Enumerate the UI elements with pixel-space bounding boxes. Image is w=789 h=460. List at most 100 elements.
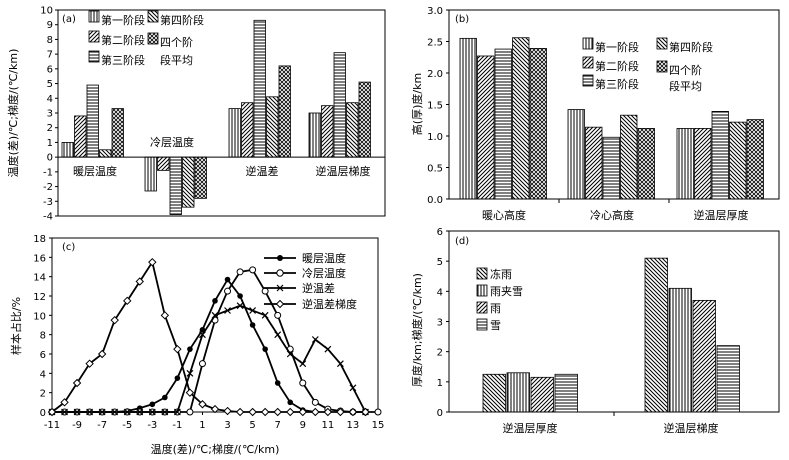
y-tick-label: 10 [40, 6, 53, 17]
point [274, 380, 281, 386]
x-tick-label: -9 [72, 420, 82, 431]
point [249, 307, 257, 314]
point [299, 379, 307, 387]
point [123, 296, 132, 306]
x-tick-label: -7 [97, 420, 107, 431]
point [236, 268, 244, 276]
point [136, 408, 144, 416]
y-tick-label: 12 [33, 292, 46, 303]
point [224, 276, 231, 283]
legend-marker [275, 299, 285, 309]
bar [477, 55, 495, 200]
y-tick-label: 3 [47, 109, 53, 120]
legend-swatch [88, 30, 100, 43]
y-axis-label: 温度(差)/℃;梯度/(℃/km) [6, 49, 20, 178]
point [286, 407, 295, 417]
point [148, 408, 156, 416]
legend-label: 雨 [490, 302, 501, 315]
point [185, 388, 195, 397]
bar [711, 111, 729, 200]
x-tick-label: 1 [199, 420, 205, 431]
x-tick-label: -1 [172, 420, 182, 431]
point [361, 407, 370, 417]
category-label: 逆温层厚度 [694, 208, 749, 222]
point [262, 346, 268, 352]
point [160, 311, 170, 320]
y-axis-label: 高(厚)度/km [410, 73, 424, 135]
series-line [52, 304, 367, 413]
point [212, 298, 218, 304]
point [186, 408, 194, 416]
y-tick-label: 6 [437, 227, 443, 238]
x-tick-label: 9 [300, 420, 306, 431]
y-tick-label: 0 [437, 408, 443, 419]
point [149, 401, 156, 408]
x-tick-label: -5 [122, 420, 132, 431]
y-tick-label: 2.5 [427, 38, 443, 49]
legend-label: 四个阶 [669, 63, 702, 77]
panel-label: (d) [455, 236, 469, 247]
point [311, 398, 319, 406]
y-tick-label: -3 [43, 197, 53, 208]
panel-b: 3.0 2.5 2.0 1.5 1.0 0.5 0.0 暖心高度 冷心高度 逆温层厚度 (b) 高(厚… [410, 6, 780, 222]
point [273, 407, 282, 417]
bar [278, 65, 291, 158]
point [123, 408, 131, 416]
point [98, 408, 106, 416]
point [187, 346, 193, 352]
legend-swatch [656, 60, 668, 73]
y-tick-label: 8 [40, 331, 46, 342]
bar [194, 156, 207, 199]
bar [482, 373, 506, 413]
bar [266, 96, 279, 158]
bar [668, 287, 692, 413]
point [110, 315, 119, 325]
point [311, 336, 319, 343]
legend-label: 雪 [490, 319, 501, 332]
y-tick-label: 14 [33, 273, 46, 284]
legend-label: 暖层温度 [302, 251, 346, 265]
bar [694, 128, 712, 200]
point [260, 407, 270, 417]
y-tick-label: -2 [43, 182, 53, 193]
y-tick-label: 2 [437, 348, 443, 359]
bar [111, 108, 124, 158]
point [287, 399, 294, 406]
bar [321, 105, 334, 158]
y-tick-label: 3 [437, 318, 443, 329]
legend-label: 冷层温度 [302, 266, 346, 280]
bar [716, 345, 740, 413]
legend-label: 逆温差 [302, 281, 335, 295]
y-tick-label: 4 [47, 94, 53, 105]
bar [692, 299, 716, 413]
y-tick-label: 9 [47, 20, 53, 31]
y-axis-label: 厚度/km;梯度/(℃/km) [410, 273, 424, 387]
point [173, 344, 182, 354]
bar [157, 156, 170, 171]
y-tick-label: 0 [40, 408, 46, 419]
panel-d: 6 5 4 3 2 1 0 逆温层厚度 逆温层梯度 (d) 厚度/km;梯度/(℃/km) 冻雨雨夹雪… [410, 227, 780, 435]
point [261, 311, 269, 319]
point [72, 378, 82, 388]
panel-label: (a) [62, 14, 76, 25]
bar [228, 108, 241, 158]
y-tick-label: 3.0 [427, 6, 443, 17]
point [199, 331, 206, 339]
legend-label: 逆温差梯度 [302, 297, 357, 311]
point [135, 277, 144, 286]
point [248, 407, 257, 417]
point [349, 384, 357, 392]
legend-swatch [476, 301, 488, 314]
category-label: 暖层温度 [73, 164, 117, 178]
bar [346, 102, 359, 158]
category-label: 逆温差 [246, 164, 279, 178]
y-tick-label: 0.0 [427, 195, 443, 206]
legend-swatch [88, 10, 100, 23]
y-tick-label: 1.5 [427, 101, 443, 112]
y-tick-label: 5 [437, 257, 443, 268]
x-tick-label: 3 [224, 420, 230, 431]
bar [86, 84, 99, 158]
bar [333, 52, 346, 158]
point [161, 408, 169, 416]
